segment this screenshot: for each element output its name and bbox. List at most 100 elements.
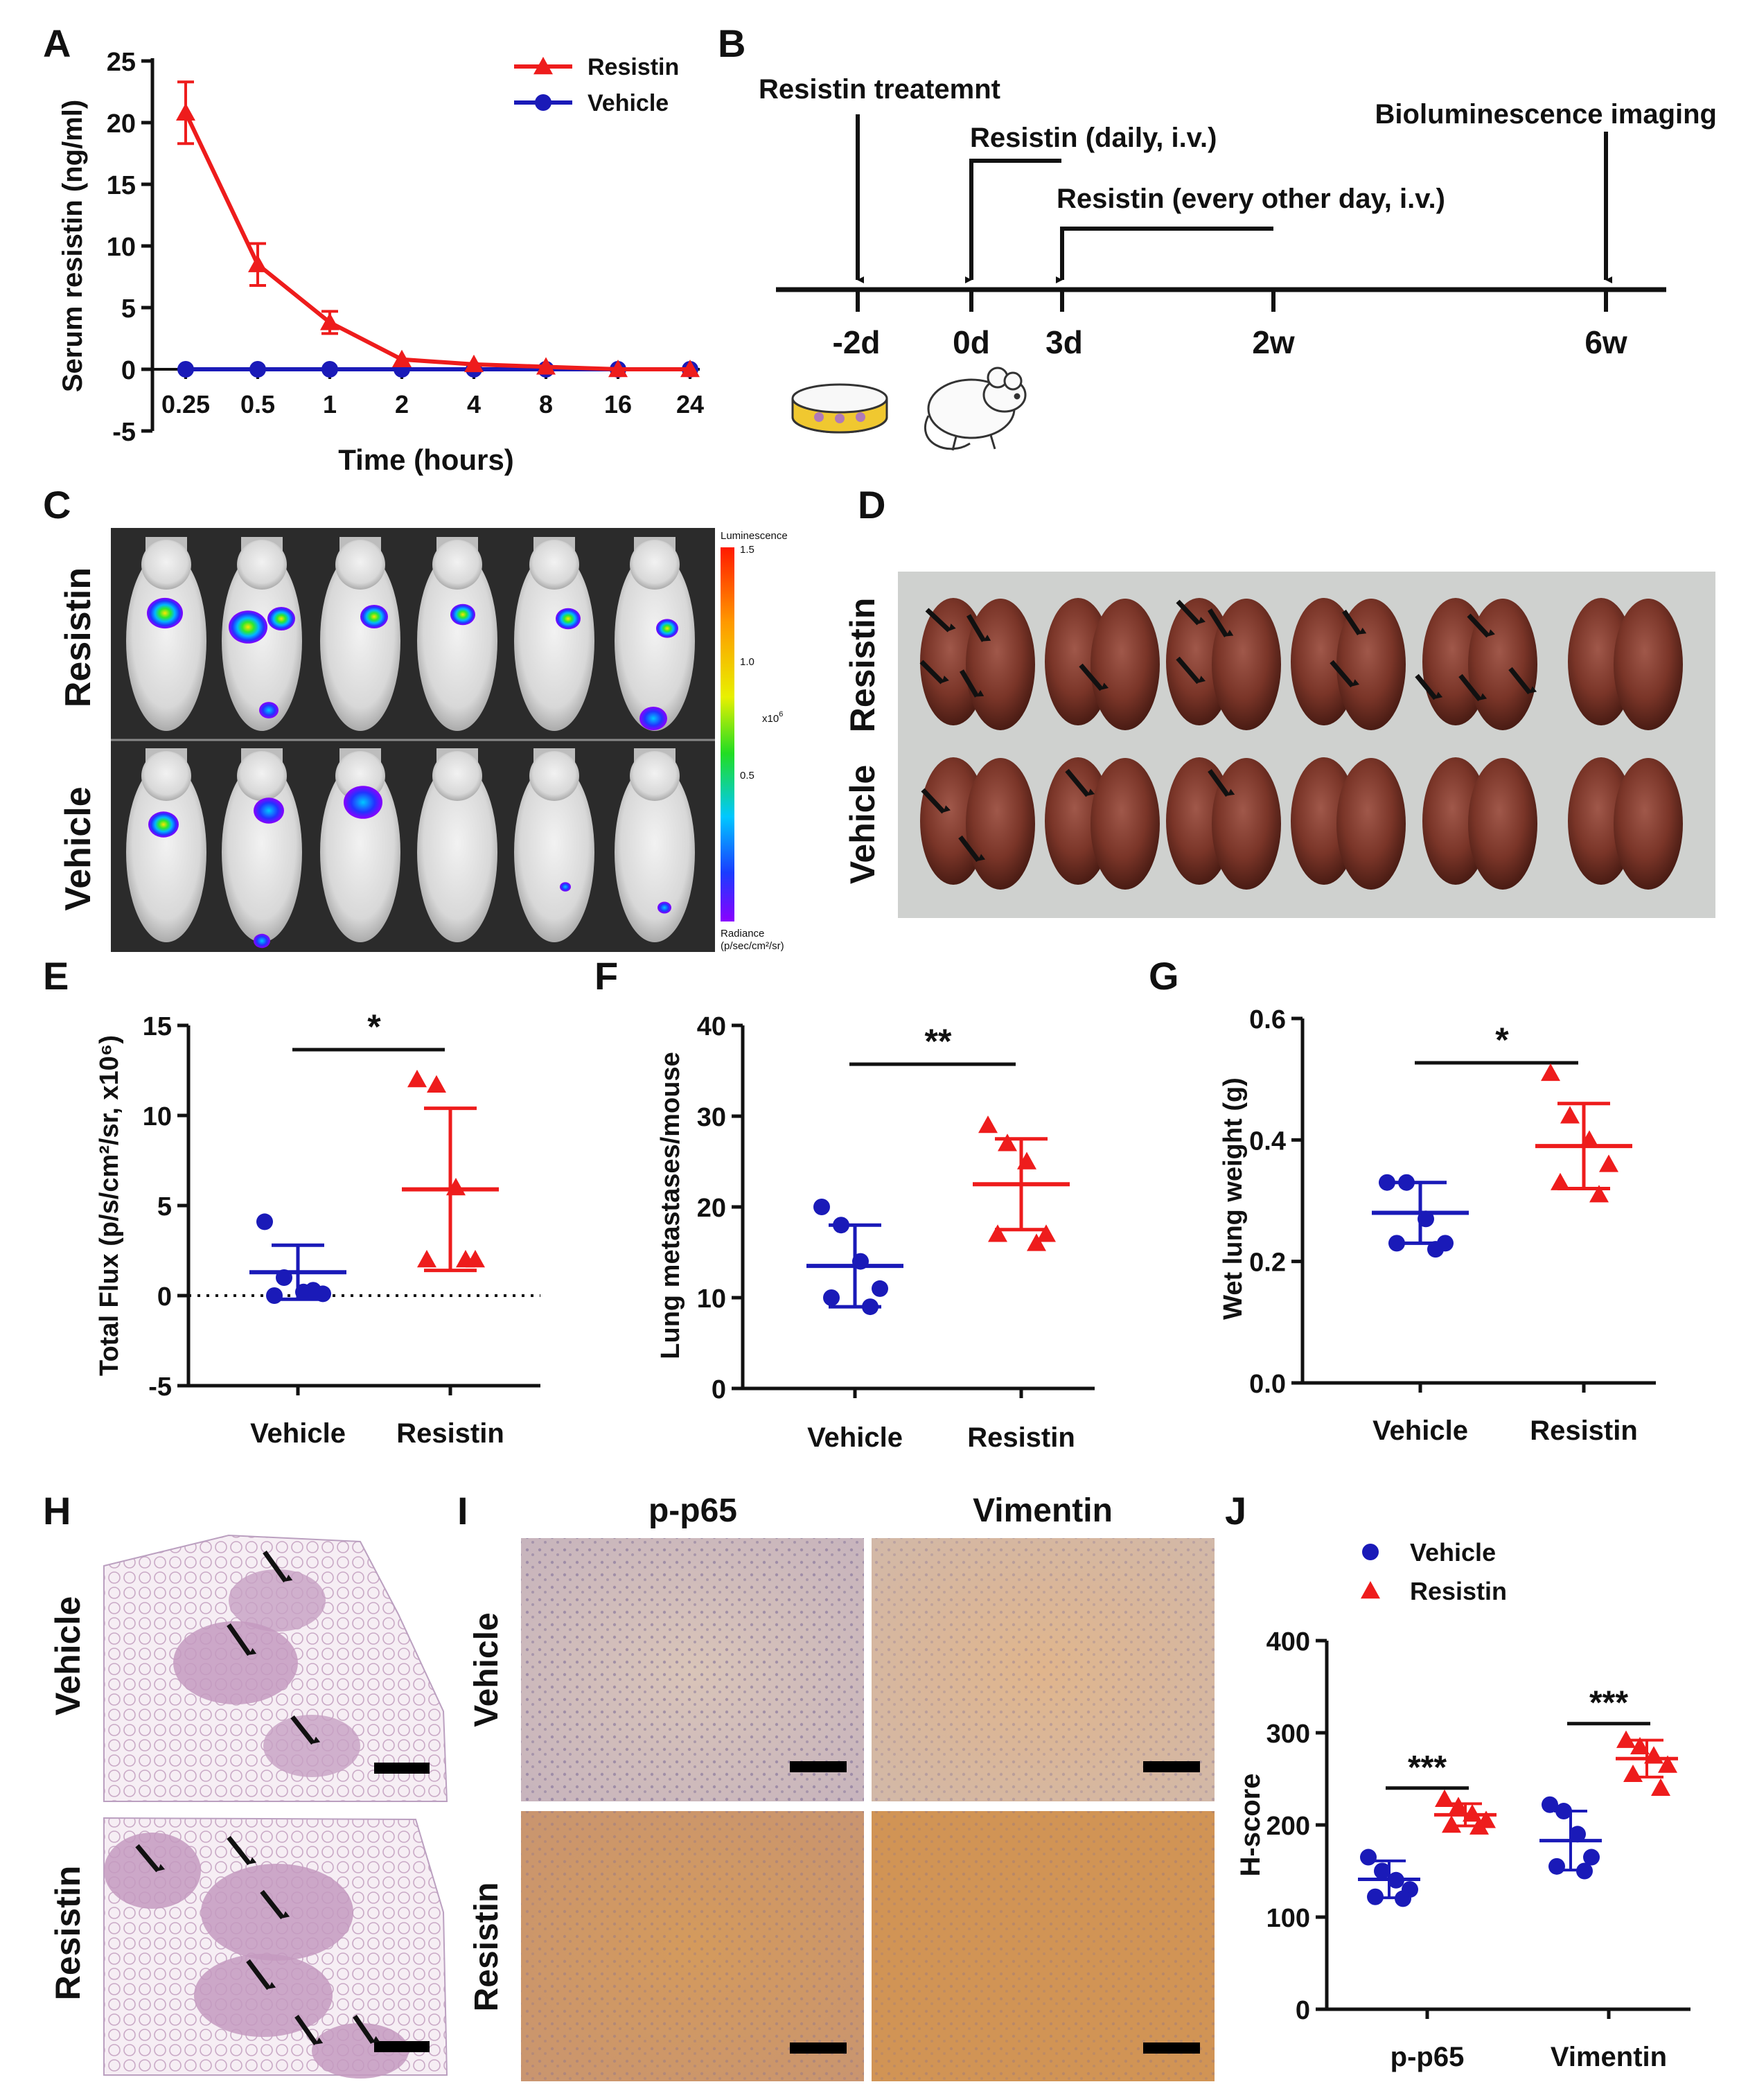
significance-mark: *** bbox=[1408, 1749, 1447, 1786]
data-point-resistin bbox=[427, 1075, 446, 1093]
x-tick-label: p-p65 bbox=[1391, 2042, 1465, 2072]
legend-marker bbox=[1362, 1544, 1379, 1560]
data-point-vehicle bbox=[1367, 1888, 1384, 1905]
luminescence-spot bbox=[254, 797, 284, 824]
mouse-body bbox=[417, 551, 497, 731]
legend-marker bbox=[1361, 1581, 1380, 1599]
series-line-resistin bbox=[184, 112, 690, 371]
data-point-vehicle bbox=[833, 1217, 849, 1234]
scale-low: 0.5 bbox=[740, 770, 754, 782]
mouse-icon bbox=[924, 367, 1027, 451]
data-point-vehicle bbox=[249, 361, 266, 378]
x-tick-label: Resistin bbox=[396, 1418, 504, 1449]
y-tick-label: 20 bbox=[107, 109, 136, 139]
mouse-body bbox=[615, 551, 695, 731]
data-point-resistin bbox=[248, 254, 267, 272]
panel-letter-b: B bbox=[718, 21, 745, 65]
col-label-pp65: p-p65 bbox=[648, 1492, 737, 1529]
luminescence-spot bbox=[147, 597, 183, 629]
x-tick-label: 1 bbox=[323, 390, 337, 418]
data-point-resistin bbox=[1541, 1063, 1560, 1082]
tick-label-0d: 0d bbox=[953, 324, 990, 360]
mouse-head bbox=[237, 540, 287, 590]
lung-right-lobe bbox=[1614, 599, 1683, 730]
data-point-resistin bbox=[1623, 1764, 1643, 1783]
mice-resistin-row bbox=[126, 537, 695, 731]
row-label-resistin-c: Resistin bbox=[58, 567, 98, 707]
mouse-head bbox=[630, 540, 680, 590]
lung-right-lobe bbox=[966, 758, 1035, 890]
mouse-body bbox=[514, 551, 594, 731]
panel-letter-e: E bbox=[43, 954, 69, 998]
col-label-vimentin: Vimentin bbox=[973, 1492, 1113, 1529]
annotation-arrow bbox=[1415, 673, 1443, 700]
annotation-arrow bbox=[1458, 673, 1487, 702]
data-point-vehicle bbox=[276, 1269, 292, 1286]
y-tick-label: 0.4 bbox=[1249, 1127, 1286, 1156]
luminescence-spot bbox=[556, 608, 581, 630]
tick-label-6w: 6w bbox=[1584, 324, 1627, 360]
y-tick-label: 0.6 bbox=[1249, 1005, 1286, 1034]
annotation-arrow bbox=[919, 660, 949, 685]
lungs-vehicle-row bbox=[920, 757, 1683, 890]
legend-label-vehicle: Vehicle bbox=[1410, 1538, 1496, 1567]
chart-g: 0.0 0.2 0.4 0.6 Vehicle Resistin Wet lung weig… bbox=[1219, 1005, 1656, 1446]
data-point-resistin bbox=[1036, 1224, 1056, 1242]
label-resistin-daily: Resistin (daily, i.v.) bbox=[970, 123, 1217, 153]
data-point-vehicle bbox=[1388, 1871, 1404, 1889]
lung-right-lobe bbox=[966, 599, 1035, 730]
data-point-resistin bbox=[1551, 1172, 1570, 1190]
data-point-vehicle bbox=[1418, 1210, 1434, 1228]
lung-right-lobe bbox=[1336, 599, 1406, 730]
annotation-arrow bbox=[959, 669, 985, 698]
tick-label-minus2d: -2d bbox=[833, 324, 881, 360]
mouse-body bbox=[615, 762, 695, 942]
mouse-body bbox=[320, 551, 400, 731]
lungs-panel-d: Resistin Vehicle bbox=[843, 572, 1715, 918]
mouse-head bbox=[141, 751, 191, 801]
data-point-resistin bbox=[998, 1133, 1017, 1152]
lung-right-lobe bbox=[1468, 758, 1537, 890]
annotation-arrow bbox=[925, 608, 956, 633]
y-tick-label: 10 bbox=[107, 233, 136, 262]
mouse-body bbox=[514, 762, 594, 942]
data-point-resistin bbox=[1644, 1746, 1663, 1764]
data-point-resistin bbox=[1630, 1736, 1650, 1755]
luminescence-spot bbox=[254, 933, 270, 948]
label-resistin-every-other-day: Resistin (every other day, i.v.) bbox=[1057, 184, 1445, 214]
data-point-vehicle bbox=[862, 1298, 879, 1316]
x-tick-label: 4 bbox=[467, 390, 481, 418]
ihc-panel-i: p-p65 Vimentin Vehicle Resistin bbox=[468, 1492, 1215, 2081]
x-tick-label: Vimentin bbox=[1551, 2042, 1667, 2072]
data-point-vehicle bbox=[1569, 1826, 1586, 1843]
significance-mark: * bbox=[1495, 1021, 1509, 1059]
annotation-arrow bbox=[1508, 667, 1537, 695]
panel-letter-d: D bbox=[858, 483, 885, 527]
mouse-head bbox=[529, 751, 579, 801]
annotation-arrow bbox=[1176, 656, 1206, 685]
he-panel-h: Vehicle Resistin bbox=[48, 1534, 449, 2080]
annotation-arrow bbox=[227, 1835, 257, 1866]
mouse-head bbox=[335, 540, 385, 590]
luminescence-spot bbox=[267, 607, 295, 630]
y-tick-label: 5 bbox=[157, 1192, 172, 1221]
y-tick-label: 0.2 bbox=[1249, 1248, 1286, 1278]
x-tick-label: 2 bbox=[395, 390, 409, 418]
data-point-resistin bbox=[680, 360, 700, 378]
data-point-vehicle bbox=[266, 1287, 283, 1304]
y-axis-title: Serum resistin (ng/ml) bbox=[58, 100, 88, 392]
x-axis-title: Time (hours) bbox=[338, 443, 514, 476]
annotation-arrow bbox=[290, 1715, 321, 1745]
luminescence-spot bbox=[148, 811, 179, 838]
data-point-vehicle bbox=[305, 1282, 321, 1299]
lung-right-lobe bbox=[1091, 599, 1160, 730]
row-label-resistin-i: Resistin bbox=[468, 1882, 505, 2012]
radiance-unit: (p/sec/cm²/sr) bbox=[721, 940, 784, 952]
annotation-arrow bbox=[958, 835, 986, 863]
panel-letter-a: A bbox=[43, 21, 71, 65]
radiance-label: Radiance bbox=[721, 928, 764, 939]
data-point-resistin bbox=[988, 1224, 1007, 1242]
y-tick-label: -5 bbox=[112, 418, 136, 447]
mouse-body bbox=[126, 551, 206, 731]
significance-mark: * bbox=[367, 1007, 381, 1046]
